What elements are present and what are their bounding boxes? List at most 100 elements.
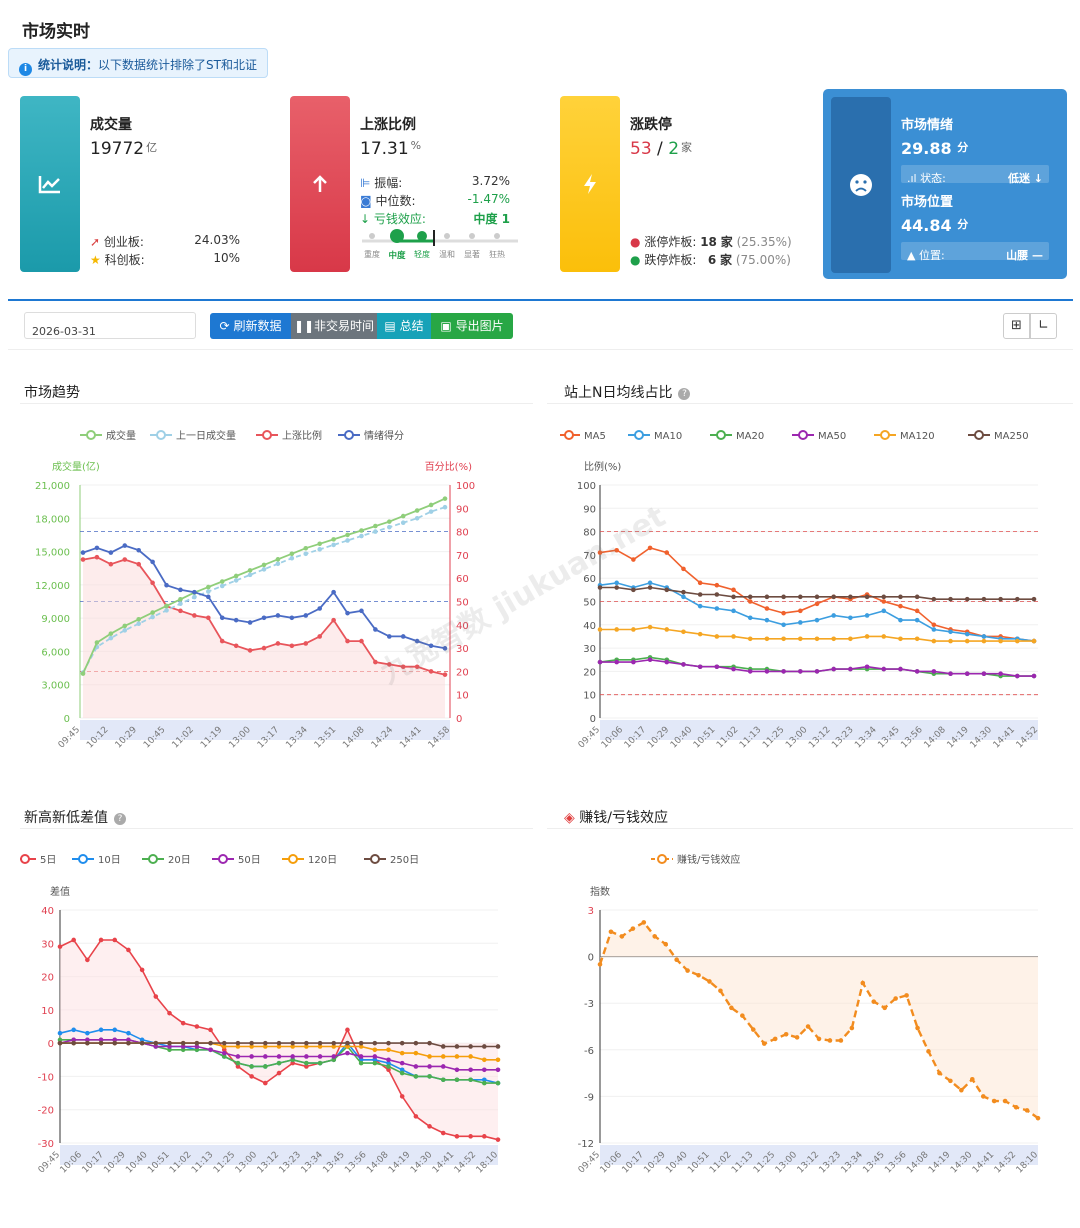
up-break-label: 涨停炸板: xyxy=(644,235,697,249)
volume-value-line: 19772 亿 xyxy=(90,139,157,159)
hl-120日-point xyxy=(263,1044,268,1049)
hl-50日-point xyxy=(495,1067,501,1073)
hl-250日-point xyxy=(263,1040,268,1046)
volume-title: 成交量 xyxy=(90,117,132,133)
legend-label: 50日 xyxy=(238,855,261,866)
camera-icon: ◙ xyxy=(360,194,372,208)
ma-MA5-point xyxy=(681,566,686,572)
ma-MA50-point xyxy=(998,671,1003,677)
rise-ratio-point xyxy=(122,557,128,562)
legend-marker xyxy=(86,430,96,440)
hl-50日-point xyxy=(454,1067,460,1073)
mood-score-point xyxy=(387,634,392,639)
ma-MA120-point xyxy=(764,636,770,642)
chinext-label: 创业板: xyxy=(103,235,144,249)
y-right-tick: 30 xyxy=(456,644,469,655)
export-button[interactable]: ▣ 导出图片 xyxy=(431,313,513,339)
hl-20日-point xyxy=(167,1047,172,1053)
volume-point xyxy=(94,640,100,645)
ma-MA250-point xyxy=(798,594,803,600)
rise-ratio-point xyxy=(428,669,434,674)
hl-20日-point xyxy=(386,1064,391,1069)
money-effect-point xyxy=(838,1038,844,1043)
rise-ratio-point xyxy=(303,641,309,646)
hl-50日-point xyxy=(221,1050,227,1056)
notice-text: 以下数据统计排除了ST和北证 xyxy=(98,58,257,72)
down-break-count: 6 xyxy=(707,253,717,267)
ma-MA5-point xyxy=(798,608,803,614)
rise-ratio-point xyxy=(400,664,406,670)
amplitude-row: ⊫ 振幅: 3.72% xyxy=(360,174,510,191)
y-tick: 50 xyxy=(583,598,596,609)
y-tick: 60 xyxy=(583,574,596,585)
hl-title-rule xyxy=(20,828,533,829)
refresh-button[interactable]: ⟳ 刷新数据 xyxy=(210,313,291,339)
date-input[interactable] xyxy=(24,312,196,339)
legend-marker xyxy=(288,854,298,864)
table-view-icon[interactable]: ⊞ xyxy=(1003,313,1030,339)
prev-volume-point xyxy=(359,533,364,539)
hl-50日-point xyxy=(235,1054,241,1059)
money-title: 赚钱/亏钱效应 xyxy=(579,810,668,826)
help-icon[interactable]: ? xyxy=(114,813,126,825)
volume-point xyxy=(247,568,253,573)
scale-label-5: 狂热 xyxy=(489,249,505,259)
hl-5日-point xyxy=(235,1064,241,1069)
limit-title: 涨跌停 xyxy=(630,117,672,133)
help-icon[interactable]: ? xyxy=(678,388,691,400)
chart-view-icon[interactable]: ∟ xyxy=(1030,313,1057,339)
ma-MA250-point xyxy=(614,585,619,590)
summary-button[interactable]: ▤ 总结 xyxy=(377,313,431,339)
legend-label: MA120 xyxy=(900,431,935,442)
prev-volume-point xyxy=(373,529,378,534)
rise-ratio-point xyxy=(80,557,86,562)
y-label: 比例(%) xyxy=(584,460,621,473)
hl-5日-point xyxy=(427,1124,432,1129)
rise-unit: % xyxy=(410,139,422,152)
x-tick-label: 09:45 xyxy=(577,725,602,750)
mood-score-point xyxy=(442,646,448,651)
hl-250日-point xyxy=(112,1040,118,1046)
money-effect-point xyxy=(707,979,712,984)
x-tick-label: 09:45 xyxy=(37,1150,62,1175)
money-effect-point xyxy=(893,996,898,1001)
money-effect-point xyxy=(991,1098,997,1104)
mood-score-point xyxy=(414,638,420,644)
down-break-label: 跌停炸板: xyxy=(644,253,697,267)
y-tick: 0 xyxy=(590,714,596,725)
hl-50日-point xyxy=(98,1037,104,1043)
ma-MA50-point xyxy=(814,669,820,674)
hl-250日-point xyxy=(167,1040,172,1046)
ma-MA250-point xyxy=(697,592,703,597)
hl-250日-point xyxy=(180,1040,186,1046)
nontrade-button[interactable]: ❚❚非交易时间 xyxy=(291,313,377,339)
y-right-tick: 10 xyxy=(456,691,469,702)
ma-MA120-point xyxy=(881,634,887,639)
hl-10日-point xyxy=(386,1060,391,1066)
hl-120日-point xyxy=(386,1047,391,1053)
ma-MA250-point xyxy=(664,587,670,593)
hl-50日-point xyxy=(386,1057,391,1063)
rise-title: 上涨比例 xyxy=(360,117,416,133)
volume-point xyxy=(80,671,86,676)
x-tick-label: 09:45 xyxy=(57,725,82,750)
ma-MA10-point xyxy=(731,608,736,614)
ma-MA5-point xyxy=(931,622,937,628)
ma-MA250-point xyxy=(998,596,1003,602)
volume-point xyxy=(331,537,336,542)
hl-5日-point xyxy=(249,1074,254,1079)
ma-MA5-point xyxy=(647,545,653,551)
ma-MA10-point xyxy=(848,615,853,621)
volume-point xyxy=(206,584,211,590)
y-tick: 80 xyxy=(583,528,596,539)
ma-MA120-point xyxy=(1015,638,1020,644)
money-effect-point xyxy=(761,1041,767,1046)
hl-10日-point xyxy=(126,1030,131,1036)
mood-score-point xyxy=(331,589,336,595)
up-break-row: ● 涨停炸板: 18 家 (25.35%) xyxy=(630,233,792,250)
money-effect-point xyxy=(816,1036,822,1042)
money-effect-point xyxy=(630,926,636,931)
money-effect-point xyxy=(641,920,647,925)
